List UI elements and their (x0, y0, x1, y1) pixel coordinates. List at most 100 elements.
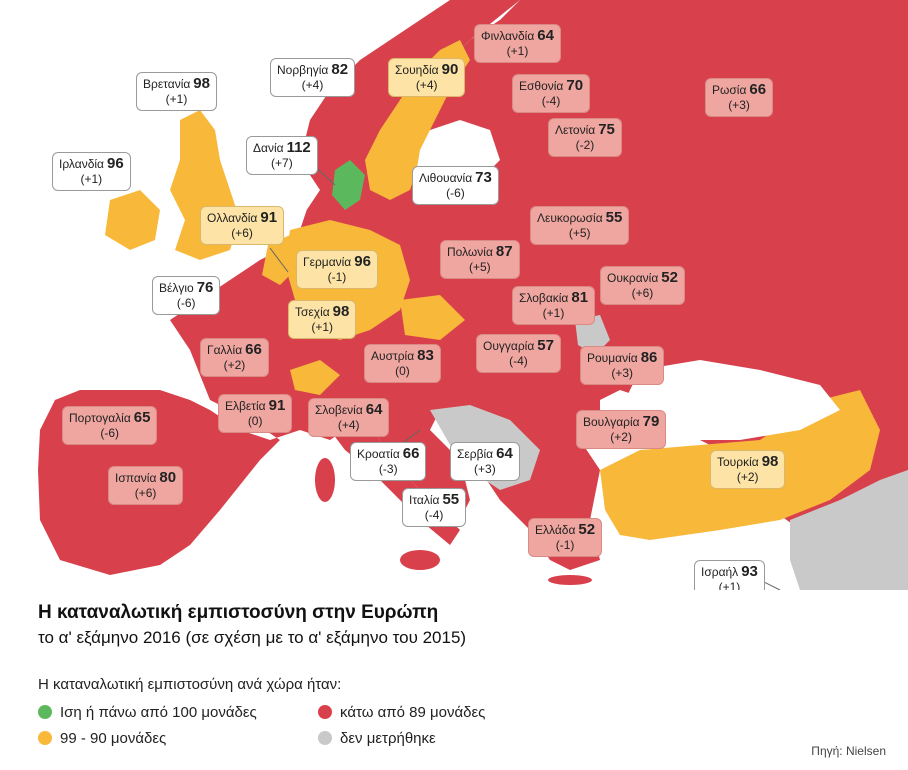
country-value: 83 (417, 347, 434, 364)
country-name: Ισραήλ (701, 565, 739, 579)
legend-item-green: Ιση ή πάνω από 100 μονάδες (38, 704, 257, 721)
country-value: 57 (537, 337, 554, 354)
green-dot-icon (38, 705, 52, 719)
source-credit: Πηγή: Nielsen (811, 744, 886, 758)
country-name: Βέλγιο (159, 281, 194, 295)
country-name: Ουγγαρία (483, 339, 535, 353)
country-label-slovenia: Σλοβενία 64 (+4) (308, 398, 390, 437)
legend-label: Ιση ή πάνω από 100 μονάδες (60, 704, 257, 721)
country-name: Τουρκία (717, 455, 759, 469)
country-name: Ρουμανία (587, 351, 638, 365)
country-change: (-4) (541, 94, 561, 108)
country-name: Ιρλανδία (59, 157, 104, 171)
country-change: (-6) (176, 296, 196, 310)
country-change: (+1) (311, 320, 334, 334)
country-label-sweden: Σουηδία 90 (+4) (388, 58, 466, 97)
country-name: Ιταλία (409, 493, 440, 507)
country-value: 76 (196, 279, 214, 296)
map-title: Η καταναλωτική εμπιστοσύνη στην Ευρώπη (38, 602, 439, 623)
country-name: Ελβετία (225, 399, 266, 413)
country-change: (+1) (80, 172, 103, 186)
land-denmark (332, 160, 365, 210)
country-label-austria: Αυστρία 83 (0) (364, 344, 441, 383)
country-value: 91 (268, 397, 286, 414)
country-change: (+3) (611, 366, 634, 380)
yellow-dot-icon (38, 731, 52, 745)
country-label-lithuania: Λιθουανία 73 (-6) (412, 166, 499, 205)
country-value: 98 (193, 75, 210, 92)
country-label-russia: Ρωσία 66 (+3) (705, 78, 774, 117)
country-change: (-4) (424, 508, 444, 522)
country-label-ukraine: Ουκρανία 52 (+6) (600, 266, 685, 305)
country-change: (-1) (555, 538, 575, 552)
country-value: 65 (133, 409, 151, 426)
country-label-slovakia: Σλοβακία 81 (+1) (512, 286, 596, 325)
country-change: (-6) (446, 186, 465, 200)
legend-title: Η καταναλωτική εμπιστοσύνη ανά χώρα ήταν… (38, 676, 342, 693)
country-name: Κροατία (357, 447, 400, 461)
country-change: (+3) (728, 98, 750, 112)
country-change: (+5) (568, 226, 591, 240)
country-value: 96 (106, 155, 124, 172)
country-name: Λετονία (555, 123, 596, 137)
country-name: Βουλγαρία (583, 415, 640, 429)
country-value: 112 (286, 139, 311, 156)
country-label-croatia: Κροατία 66 (-3) (350, 442, 427, 481)
legend-item-gray: δεν μετρήθηκε (318, 730, 436, 747)
land-ireland (105, 190, 160, 250)
country-value: 98 (332, 303, 350, 320)
legend-label: δεν μετρήθηκε (340, 730, 436, 747)
country-value: 66 (245, 341, 262, 358)
country-change: (+1) (165, 92, 188, 106)
legend-item-yellow: 99 - 90 μονάδες (38, 730, 166, 747)
country-name: Σερβία (457, 447, 494, 461)
red-dot-icon (318, 705, 332, 719)
country-value: 82 (331, 61, 349, 78)
country-name: Ουκρανία (607, 271, 659, 285)
country-value: 80 (159, 469, 177, 486)
country-label-belgium: Βέλγιο 76 (-6) (152, 276, 221, 315)
country-label-italy: Ιταλία 55 (-4) (402, 488, 467, 527)
sea-atlantic (0, 0, 300, 420)
country-change: (0) (395, 364, 410, 378)
country-label-estonia: Εσθονία 70 (-4) (512, 74, 591, 113)
land-mainland (38, 0, 908, 590)
country-change: (+6) (231, 226, 253, 240)
land-switzerland (290, 360, 340, 395)
country-value: 52 (578, 521, 596, 538)
country-change: (+1) (506, 44, 529, 58)
country-change: (+2) (610, 430, 632, 444)
map-subtitle: το α' εξάμηνο 2016 (σε σχέση με το α' εξ… (38, 628, 467, 647)
country-label-bulgaria: Βουλγαρία 79 (+2) (576, 410, 667, 449)
country-label-britain: Βρετανία 98 (+1) (136, 72, 217, 111)
sea-black (625, 360, 840, 440)
country-value: 55 (605, 209, 623, 226)
country-change: (-3) (378, 462, 398, 476)
country-name: Γαλλία (207, 343, 243, 357)
country-label-turkey: Τουρκία 98 (+2) (710, 450, 786, 489)
country-name: Ελλάδα (535, 523, 576, 537)
legend-panel (0, 590, 908, 770)
country-name: Ολλανδία (207, 211, 258, 225)
country-label-germany: Γερμανία 96 (-1) (296, 250, 378, 289)
country-label-france: Γαλλία 66 (+2) (200, 338, 269, 377)
country-value: 55 (442, 491, 460, 508)
country-value: 91 (260, 209, 278, 226)
country-name: Βρετανία (143, 77, 191, 91)
country-value: 87 (495, 243, 513, 260)
land-sardinia (315, 458, 335, 502)
country-change: (-4) (509, 354, 528, 368)
country-value: 81 (571, 289, 589, 306)
country-change: (+3) (474, 462, 496, 476)
country-change: (+6) (134, 486, 157, 500)
country-name: Πολωνία (447, 245, 493, 259)
country-name: Σλοβακία (519, 291, 569, 305)
land-sicily (400, 550, 440, 570)
legend-label: 99 - 90 μονάδες (60, 730, 167, 747)
sea-biscay (80, 350, 190, 390)
country-value: 64 (537, 27, 554, 44)
country-value: 73 (475, 169, 492, 186)
country-value: 86 (640, 349, 658, 366)
country-name: Εσθονία (519, 79, 564, 93)
